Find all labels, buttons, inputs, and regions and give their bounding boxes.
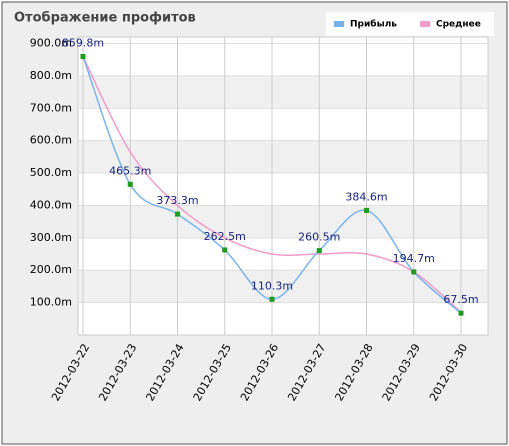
point-marker	[222, 247, 228, 253]
y-tick-label: 200.0m	[30, 263, 72, 276]
point-marker	[269, 296, 275, 302]
point-marker	[80, 53, 86, 59]
data-label: 373.3m	[156, 194, 198, 207]
legend-swatch	[420, 21, 430, 27]
legend-swatch	[334, 21, 344, 27]
data-label: 465.3m	[109, 164, 151, 177]
legend-label: Среднее	[436, 20, 481, 30]
y-tick-label: 400.0m	[30, 198, 72, 211]
legend-label: Прибыль	[350, 19, 397, 30]
data-label: 262.5m	[204, 230, 246, 243]
grid-band	[79, 140, 487, 174]
series-line	[82, 56, 462, 313]
y-tick-label: 300.0m	[30, 231, 72, 244]
point-marker	[175, 211, 180, 217]
data-label: 260.5m	[298, 231, 340, 244]
legend	[326, 12, 494, 36]
y-tick-label: 900.0m	[30, 36, 72, 49]
point-marker	[316, 248, 322, 254]
y-tick-label: 100.0m	[30, 296, 72, 309]
point-marker	[411, 269, 417, 275]
chart-title: Отображение профитов	[14, 11, 196, 26]
y-tick-label: 600.0m	[30, 134, 72, 147]
point-marker	[127, 181, 133, 187]
data-label: 110.3m	[251, 279, 293, 292]
y-tick-label: 700.0m	[30, 101, 72, 114]
grid-band	[79, 75, 487, 109]
data-label: 194.7m	[393, 252, 435, 265]
data-label: 384.6m	[345, 190, 387, 203]
y-tick-label: 800.0m	[30, 69, 72, 82]
data-label: 859.8m	[62, 36, 104, 49]
data-label: 67.5m	[443, 293, 478, 306]
grid-band	[79, 205, 487, 238]
point-marker	[458, 310, 464, 316]
point-marker	[364, 207, 369, 213]
y-tick-label: 500.0m	[30, 166, 72, 179]
